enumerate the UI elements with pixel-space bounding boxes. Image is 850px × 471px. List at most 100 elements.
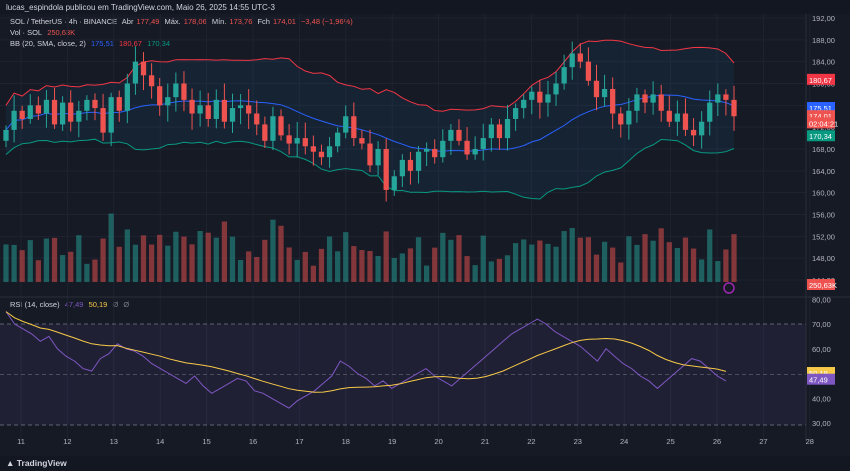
candle-body	[3, 129, 9, 141]
publish-line: lucas_espindola publicou em TradingView.…	[6, 3, 275, 12]
time-tick-label: 11	[17, 437, 25, 446]
rsi-lines	[5, 311, 727, 409]
candle-body	[391, 176, 397, 190]
candle-body	[318, 151, 325, 158]
candle-body	[229, 108, 236, 122]
ohlc-close-label: Fch	[257, 17, 270, 26]
rsi-label: 47,49	[809, 376, 828, 385]
volume-bar	[51, 237, 58, 282]
candle-body	[302, 138, 308, 147]
candle-body	[674, 113, 681, 122]
candle-body	[601, 88, 608, 98]
ohlc-high: 178,06	[183, 17, 207, 26]
candle-body	[27, 105, 33, 119]
volume-bar	[690, 248, 697, 282]
price-tick-label: 184,00	[812, 58, 835, 67]
candle-body	[456, 129, 462, 141]
volume-bar	[472, 265, 478, 282]
volume-bar	[407, 248, 414, 282]
rsi-tick-label: 40,00	[812, 394, 831, 403]
ohlc-high-label: Máx.	[164, 17, 181, 26]
volume-bar	[335, 251, 341, 282]
rsi-label: 50,19	[809, 369, 828, 378]
volume-legend: Vol · SOL 250,63K	[10, 28, 78, 37]
candle-body	[262, 124, 268, 141]
volume-label-bg	[807, 279, 835, 290]
volume-bar	[27, 240, 33, 282]
price-tick-label: 192,00	[812, 14, 835, 23]
candle-body	[464, 140, 470, 155]
candle-body	[521, 99, 527, 109]
volume-bar	[723, 249, 729, 282]
candle-body	[723, 94, 729, 100]
candle-body	[343, 116, 349, 133]
volume-bar	[3, 244, 9, 282]
candle-body	[690, 129, 697, 136]
volume-bar	[84, 263, 90, 282]
volume-bar	[650, 240, 656, 282]
tradingview-logo[interactable]: ▲ TradingView	[6, 458, 67, 468]
time-tick-label: 24	[620, 437, 628, 446]
volume-bar	[278, 225, 284, 282]
candle-body	[108, 97, 114, 133]
price-tick-label: 168,00	[812, 145, 835, 154]
volume-legend-label[interactable]: Vol · SOL	[10, 28, 43, 37]
volume-bar	[165, 245, 171, 282]
volume-bars	[3, 213, 737, 282]
candle-body	[359, 138, 365, 144]
alert-icon[interactable]	[723, 282, 735, 294]
candle-body	[488, 124, 494, 139]
candle-body	[11, 110, 17, 130]
bb-basis-value: 175,51	[90, 39, 114, 48]
volume-bar	[181, 236, 187, 282]
volume-bar	[108, 213, 114, 282]
candle-body	[237, 105, 244, 109]
volume-bar	[488, 261, 494, 282]
bb-fill	[6, 40, 734, 200]
ohlc-low-label: Mín.	[211, 17, 227, 26]
candle-body	[254, 113, 260, 125]
time-tick-label: 15	[202, 437, 210, 446]
volume-bar	[464, 256, 470, 282]
time-tick-label: 13	[110, 437, 118, 446]
candle-body	[181, 83, 187, 100]
candle-body	[68, 102, 74, 122]
price-label-bg	[807, 73, 835, 85]
candle-body	[278, 116, 284, 136]
candle-body	[707, 102, 713, 122]
candle-body	[43, 99, 50, 114]
bb-legend-label[interactable]: BB (20, SMA, close, 2)	[10, 39, 86, 48]
time-tick-label: 18	[342, 437, 350, 446]
volume-bar	[561, 231, 567, 282]
volume-bar	[343, 232, 349, 282]
volume-legend-value: 250,63K	[47, 28, 76, 37]
candle-body	[682, 113, 689, 130]
candle-body	[731, 99, 737, 117]
rsi-legend-label[interactable]: RSI (14, close)	[10, 300, 60, 309]
symbol-title[interactable]: SOL / TetherUS · 4h · BINANCE	[10, 17, 118, 26]
volume-bar	[59, 255, 66, 282]
bb-lower-value: 170,34	[147, 39, 171, 48]
candle-body	[569, 53, 575, 68]
chart-svg[interactable]: 192,00188,00184,00180,00176,00172,00168,…	[0, 14, 850, 456]
volume-bar	[76, 235, 82, 282]
volume-bar	[593, 254, 600, 282]
price-label: 02:04:21	[809, 119, 838, 128]
candle-body	[326, 146, 333, 158]
volume-bar	[618, 262, 624, 282]
ohlc-low: 173,76	[229, 17, 253, 26]
price-tick-label: 156,00	[812, 211, 835, 220]
volume-bar	[270, 219, 276, 282]
rsi-tick-label: 60,00	[812, 345, 831, 354]
time-tick-label: 23	[574, 437, 582, 446]
volume-bar	[642, 234, 648, 282]
candle-body	[553, 83, 559, 95]
volume-bar	[601, 241, 608, 282]
volume-bar	[585, 237, 592, 282]
candle-body	[634, 94, 640, 111]
volume-bar	[626, 236, 632, 282]
rsi-value: 47,49	[64, 300, 84, 309]
candle-body	[84, 99, 90, 111]
price-tick-label: 148,00	[812, 254, 835, 263]
price-legend: SOL / TetherUS · 4h · BINANCE Abr 177,49 …	[10, 17, 356, 26]
